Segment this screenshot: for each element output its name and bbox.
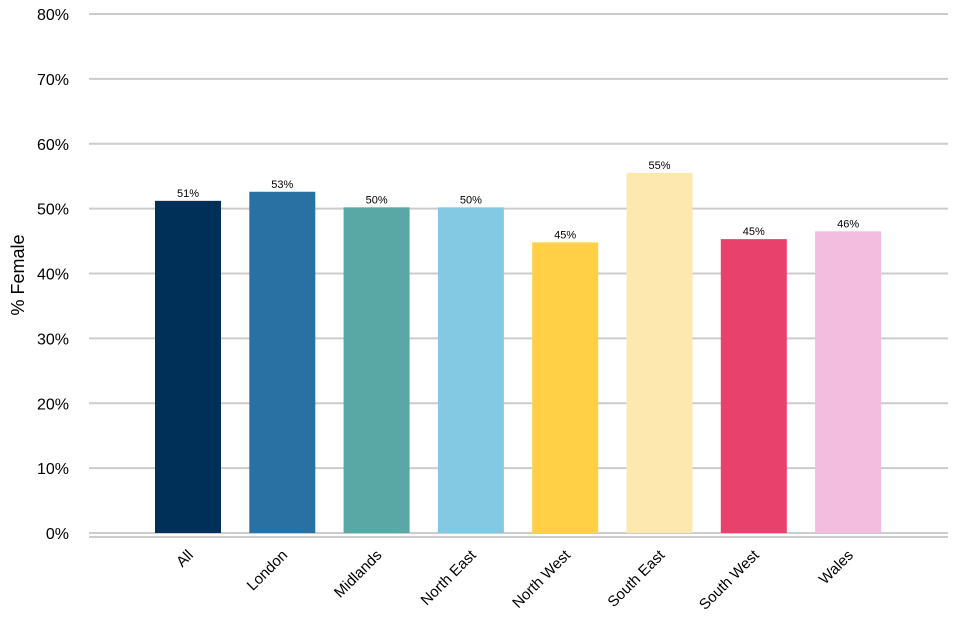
x-tick-label: Midlands	[331, 547, 385, 601]
data-label: 53%	[271, 179, 293, 191]
y-tick-label: 40%	[37, 267, 69, 284]
x-tick-label: Wales	[816, 547, 857, 588]
bar	[720, 239, 787, 533]
x-tick-label: South West	[696, 546, 763, 613]
x-tick-label: North West	[509, 546, 574, 611]
bar	[626, 172, 693, 533]
data-label: 55%	[648, 160, 670, 172]
y-tick-label: 10%	[37, 461, 69, 478]
data-label: 51%	[177, 188, 199, 200]
gridlines	[89, 13, 948, 538]
y-tick-label: 70%	[37, 72, 69, 89]
y-tick-label: 0%	[46, 526, 69, 543]
x-tick-label: All	[173, 547, 197, 571]
y-tick-label: 60%	[37, 137, 69, 154]
x-tick-label: London	[244, 547, 291, 594]
bar	[155, 200, 221, 533]
bar	[249, 191, 316, 533]
data-label: 50%	[460, 194, 482, 206]
data-label: 46%	[837, 218, 859, 230]
data-label: 50%	[366, 194, 388, 206]
y-axis-title: % Female	[8, 234, 28, 315]
y-tick-label: 20%	[37, 396, 69, 413]
bar	[437, 207, 504, 533]
bar	[532, 242, 599, 534]
y-tick-label: 80%	[37, 7, 69, 24]
data-labels: 51% 53% 50% 50% 45% 55% 45% 46%	[177, 160, 859, 241]
y-tick-label: 30%	[37, 331, 69, 348]
y-tick-label: 50%	[37, 202, 69, 219]
bar	[343, 207, 410, 533]
bars	[155, 172, 882, 534]
x-tick-label: South East	[604, 546, 668, 610]
y-axis-ticks: 0% 10% 20% 30% 40% 50% 60% 70% 80%	[37, 7, 69, 543]
data-label: 45%	[554, 229, 576, 241]
x-tick-label: North East	[418, 546, 481, 609]
data-label: 45%	[743, 226, 765, 238]
bar	[815, 231, 882, 534]
x-axis-ticks: All London Midlands North East North West Sou…	[173, 546, 857, 613]
